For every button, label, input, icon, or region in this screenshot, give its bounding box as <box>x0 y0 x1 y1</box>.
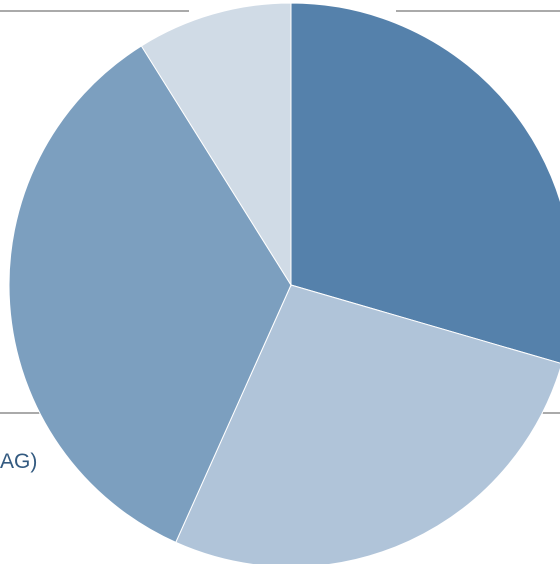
pie-slice-1 <box>290 2 560 364</box>
pie-slice-2 <box>175 284 560 564</box>
legend-fragment-label: AG) <box>0 450 38 473</box>
pie-slice-3 <box>8 45 292 544</box>
pie-slice-4 <box>140 2 292 287</box>
